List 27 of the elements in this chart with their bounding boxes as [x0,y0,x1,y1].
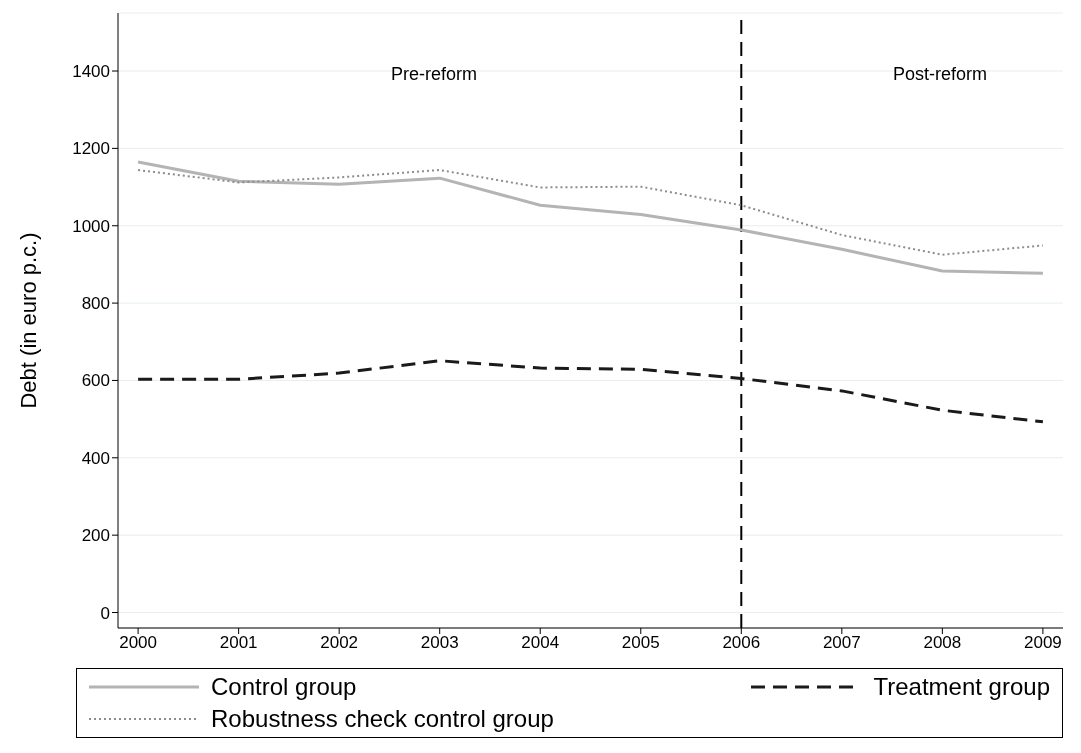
y-tick-label: 400 [81,448,110,468]
legend-label: Robustness check control group [211,705,554,733]
y-tick-label: 1200 [72,139,110,159]
x-tick-label: 2004 [521,633,560,653]
y-tick-label: 600 [81,371,110,391]
y-tick-label: 200 [81,526,110,546]
x-tick-label: 2000 [119,633,158,653]
y-axis-title: Debt (in euro p.c.) [15,232,41,409]
y-tick-label: 1000 [72,216,110,236]
annotation: Pre-reform [391,64,478,85]
y-tick-label: 0 [100,603,110,623]
y-tick-label: 800 [81,294,110,314]
x-tick-label: 2005 [621,633,660,653]
x-tick-label: 2008 [923,633,962,653]
x-tick-label: 2009 [1023,633,1062,653]
y-tick-label: 1400 [72,62,110,82]
annotation: Post-reform [893,64,988,85]
x-tick-label: 2007 [822,633,861,653]
line-series [136,160,1045,275]
x-tick-label: 2006 [722,633,761,653]
x-tick-label: 2002 [320,633,359,653]
line-series [136,359,1045,424]
line-series [137,169,1044,256]
legend-label: Treatment group [873,673,1050,701]
x-tick-label: 2003 [420,633,459,653]
legend-label: Control group [211,673,357,701]
x-tick-label: 2001 [219,633,258,653]
